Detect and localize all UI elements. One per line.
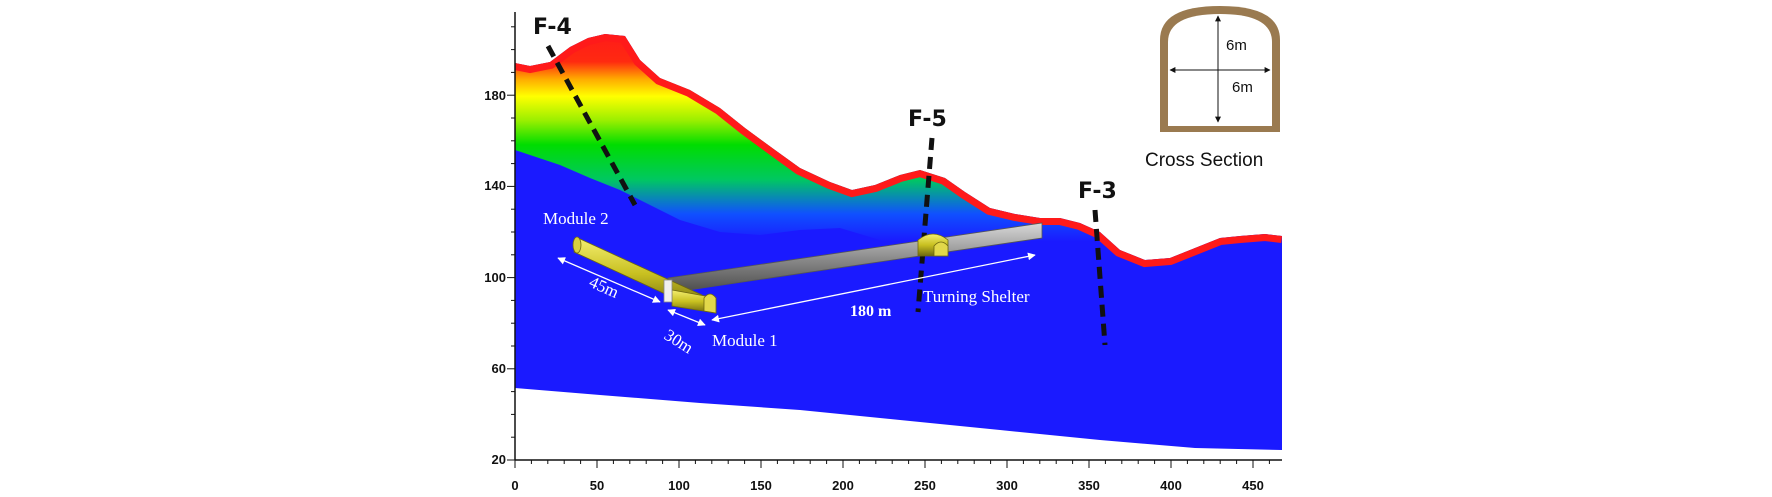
- fault-f5: F-5: [908, 107, 947, 313]
- x-tick-label: 400: [1160, 478, 1182, 493]
- x-tick-label: 250: [914, 478, 936, 493]
- fault-f3-label: F-3: [1078, 179, 1117, 204]
- module-1-label: Module 1: [712, 331, 778, 350]
- y-axis: 20 60 100 140 180: [484, 12, 516, 467]
- x-axis: 0 50 100 150 200 250 300 350 400 450: [511, 459, 1282, 493]
- x-tick-label: 0: [511, 478, 518, 493]
- length-180m-label: 180 m: [850, 303, 892, 320]
- cross-section-height: 6m: [1226, 37, 1247, 54]
- y-tick-label: 140: [484, 178, 506, 193]
- y-tick-label: 20: [492, 452, 506, 467]
- fault-f4: F-4: [533, 15, 638, 207]
- fault-f4-label: F-4: [533, 15, 572, 40]
- y-tick-label: 100: [484, 270, 506, 285]
- x-tick-label: 100: [668, 478, 690, 493]
- y-tick-label: 180: [484, 88, 506, 103]
- x-tick-label: 450: [1242, 478, 1264, 493]
- fault-f3: F-3: [1078, 179, 1117, 346]
- x-tick-label: 200: [832, 478, 854, 493]
- tunnel-layout: Module 2 Module 1 Turning Shelter 45m 30…: [543, 209, 1043, 357]
- cross-section-width: 6m: [1232, 79, 1253, 96]
- x-tick-label: 50: [590, 478, 604, 493]
- x-tick-label: 150: [750, 478, 772, 493]
- x-tick-label: 300: [996, 478, 1018, 493]
- turning-shelter-label: Turning Shelter: [923, 287, 1030, 306]
- fault-f5-label: F-5: [908, 107, 947, 132]
- y-tick-label: 60: [492, 361, 506, 376]
- x-tick-label: 350: [1078, 478, 1100, 493]
- cross-section-caption: Cross Section: [1145, 150, 1263, 171]
- module-2-label: Module 2: [543, 209, 609, 228]
- cross-section-inset: 6m 6m Cross Section: [1145, 6, 1280, 171]
